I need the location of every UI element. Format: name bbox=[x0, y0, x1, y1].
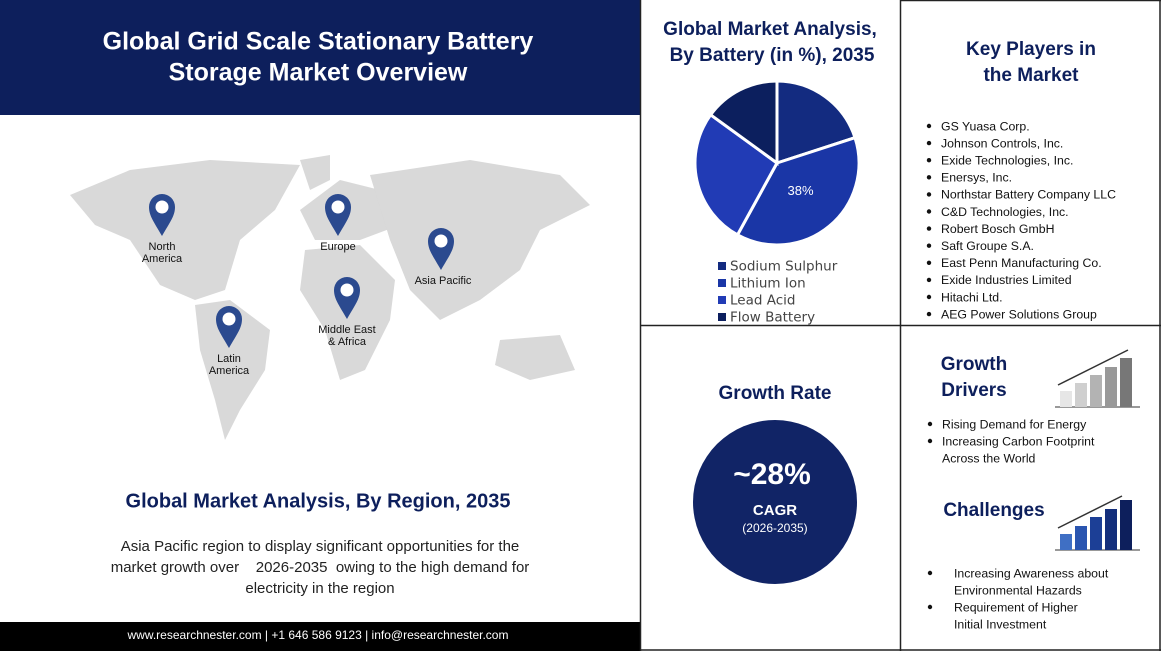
player-name: East Penn Manufacturing Co. bbox=[941, 256, 1102, 270]
pie-title: Global Market Analysis, bbox=[663, 19, 877, 40]
map-pin bbox=[216, 306, 242, 348]
bullet bbox=[926, 158, 932, 163]
legend-swatch bbox=[718, 313, 726, 321]
pie-title: By Battery (in %), 2035 bbox=[670, 45, 875, 66]
drivers-title: Drivers bbox=[941, 380, 1007, 401]
legend-label: Lead Acid bbox=[730, 293, 795, 309]
list-item: Rising Demand for Energy bbox=[942, 417, 1087, 431]
header-title: Global Grid Scale Stationary Battery bbox=[103, 28, 534, 56]
region-text: electricity in the region bbox=[245, 580, 394, 597]
legend-swatch bbox=[718, 262, 726, 270]
challenges-icon bbox=[1055, 495, 1140, 551]
map-pin-dot bbox=[434, 234, 448, 248]
bullet bbox=[926, 294, 932, 300]
map-pin bbox=[428, 228, 454, 270]
map-pin-dot bbox=[155, 200, 169, 214]
drivers-title: Growth bbox=[941, 354, 1008, 375]
player-name: Robert Bosch GmbH bbox=[941, 222, 1054, 236]
region-label: Latin bbox=[217, 353, 241, 365]
challenges-title: Challenges bbox=[943, 500, 1044, 521]
legend-swatch bbox=[718, 296, 726, 304]
pie-slice bbox=[735, 135, 861, 247]
player-name: Exide Industries Limited bbox=[941, 273, 1072, 287]
bullet bbox=[927, 421, 933, 427]
drivers-icon bbox=[1055, 349, 1140, 408]
list-item: Environmental Hazards bbox=[954, 583, 1082, 597]
region-label: North bbox=[149, 241, 176, 253]
region-title: Global Market Analysis, By Region, 2035 bbox=[126, 490, 511, 512]
bullet bbox=[926, 123, 932, 129]
map-pin bbox=[334, 277, 360, 319]
player-name: Saft Groupe S.A. bbox=[941, 239, 1034, 253]
list-item: Across the World bbox=[942, 451, 1036, 465]
header-band bbox=[0, 0, 640, 115]
player-name: AEG Power Solutions Group bbox=[941, 307, 1097, 321]
header-title: Storage Market Overview bbox=[169, 59, 468, 87]
region-label: Europe bbox=[320, 241, 355, 253]
region-label: & Africa bbox=[328, 336, 367, 348]
bullet bbox=[926, 209, 932, 214]
footer-contact: www.researchnester.com | +1 646 586 9123… bbox=[127, 628, 509, 642]
slice-label: 38% bbox=[788, 183, 814, 198]
cagr-label: CAGR bbox=[753, 502, 797, 519]
pie-slice bbox=[708, 79, 779, 166]
list-item: Increasing Awareness about bbox=[954, 566, 1109, 580]
player-name: Enersys, Inc. bbox=[941, 171, 1012, 185]
bullet bbox=[927, 438, 933, 444]
map-pin bbox=[149, 194, 175, 236]
dividers bbox=[639, 0, 1161, 651]
legend-label: Sodium Sulphur bbox=[730, 259, 838, 275]
region-text: market growth over 2026-2035 owing to th… bbox=[111, 559, 530, 576]
region-label: Middle East bbox=[318, 324, 375, 336]
bullet bbox=[926, 192, 932, 197]
bullet bbox=[927, 604, 933, 610]
region-label: Asia Pacific bbox=[415, 275, 472, 287]
growth-rate-title: Growth Rate bbox=[719, 383, 832, 404]
bullet bbox=[927, 570, 933, 576]
player-name: Exide Technologies, Inc. bbox=[941, 153, 1073, 167]
legend-swatch bbox=[718, 279, 726, 287]
player-name: Hitachi Ltd. bbox=[941, 290, 1003, 304]
legend-label: Flow Battery bbox=[730, 310, 815, 326]
players-title: Key Players in bbox=[966, 39, 1096, 60]
cagr-circle bbox=[693, 420, 857, 584]
region-text: Asia Pacific region to display significa… bbox=[121, 538, 520, 555]
bullet bbox=[926, 277, 932, 283]
bullet bbox=[926, 226, 932, 231]
footer-band bbox=[0, 622, 640, 651]
cagr-value: ~28% bbox=[733, 458, 811, 491]
list-item: Increasing Carbon Footprint bbox=[942, 434, 1095, 448]
map-pin bbox=[325, 194, 351, 236]
player-name: Northstar Battery Company LLC bbox=[941, 188, 1116, 202]
bullet bbox=[926, 140, 932, 146]
bullet bbox=[926, 311, 932, 317]
map-pin-dot bbox=[331, 200, 345, 214]
player-name: GS Yuasa Corp. bbox=[941, 119, 1030, 133]
bullet bbox=[926, 243, 932, 248]
list-item: Initial Investment bbox=[954, 617, 1047, 631]
bullet bbox=[926, 260, 932, 265]
players-title: the Market bbox=[983, 65, 1079, 86]
legend-label: Lithium Ion bbox=[730, 276, 806, 292]
region-label: America bbox=[209, 365, 250, 377]
player-name: C&D Technologies, Inc. bbox=[941, 205, 1069, 219]
pie-slice bbox=[693, 112, 779, 237]
map-pin-dot bbox=[340, 283, 354, 297]
bullet bbox=[926, 175, 932, 180]
player-name: Johnson Controls, Inc. bbox=[941, 136, 1063, 150]
list-item: Requirement of Higher bbox=[954, 600, 1078, 614]
cagr-period: (2026-2035) bbox=[742, 521, 807, 535]
region-label: America bbox=[142, 253, 183, 265]
map-pin-dot bbox=[222, 312, 236, 326]
